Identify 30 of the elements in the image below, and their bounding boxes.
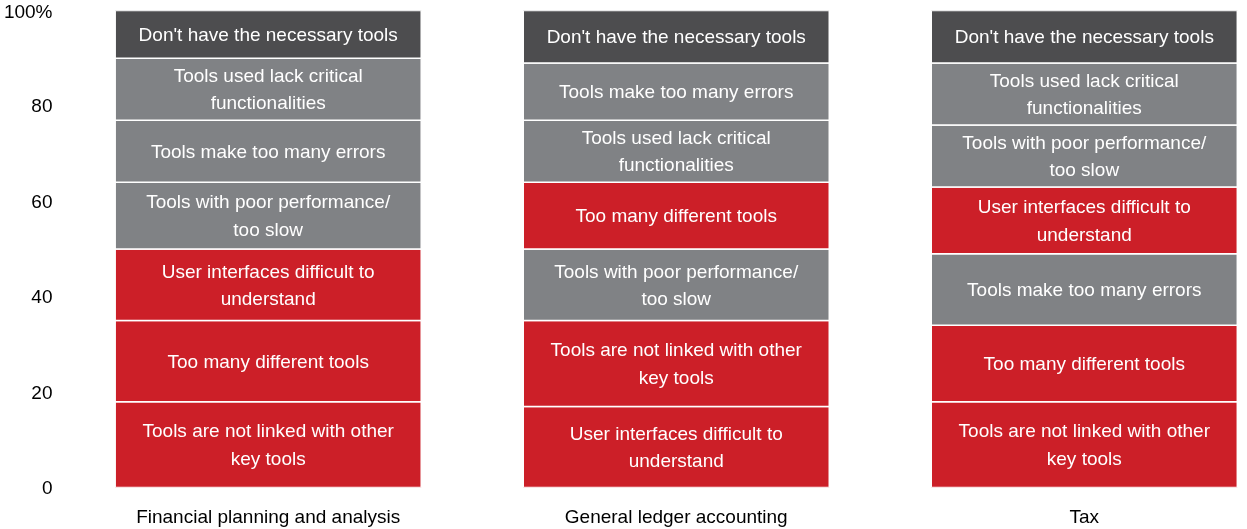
data-label: Don't have the necessary tools (954, 26, 1214, 48)
data-label: Too many different tools (167, 350, 369, 372)
data-label: User interfaces difficult to understand (569, 422, 783, 472)
data-label: Tools with poor performance/ too slow (554, 260, 799, 309)
data-label: Tools used lack critical functionalities (989, 69, 1179, 119)
data-label: Tools with poor performance/ too slow (962, 131, 1207, 181)
y-tick-label: 0 (41, 477, 53, 498)
x-tick-label: General ledger accounting (564, 505, 788, 527)
x-tick-label: Financial planning and analysis (136, 505, 401, 527)
data-label: Tools are not linked with other key tools (550, 339, 803, 388)
data-label: Too many different tools (983, 352, 1185, 374)
data-label: User interfaces difficult to understand (977, 196, 1191, 245)
y-tick-label: 100% (3, 0, 53, 22)
data-label: Tools make too many errors (559, 81, 794, 103)
y-tick-label: 20 (31, 381, 53, 403)
y-tick-label: 40 (31, 286, 53, 308)
data-label: Too many different tools (575, 205, 777, 227)
data-label: User interfaces difficult to understand (161, 260, 375, 309)
x-tick-label: Tax (1069, 505, 1100, 527)
data-label: Tools make too many errors (967, 279, 1202, 301)
data-label: Tools are not linked with other key tools (142, 420, 395, 469)
data-label: Tools with poor performance/ too slow (146, 191, 391, 240)
y-tick-label: 60 (31, 190, 53, 212)
data-label: Tools used lack critical functionalities (581, 127, 771, 176)
y-tick-label: 80 (31, 95, 53, 117)
data-label: Tools are not linked with other key tools (958, 420, 1211, 469)
data-label: Don't have the necessary tools (138, 23, 398, 45)
data-label: Don't have the necessary tools (546, 26, 806, 48)
data-label: Tools make too many errors (150, 140, 386, 162)
data-label: Tools used lack critical functionalities (173, 65, 363, 114)
